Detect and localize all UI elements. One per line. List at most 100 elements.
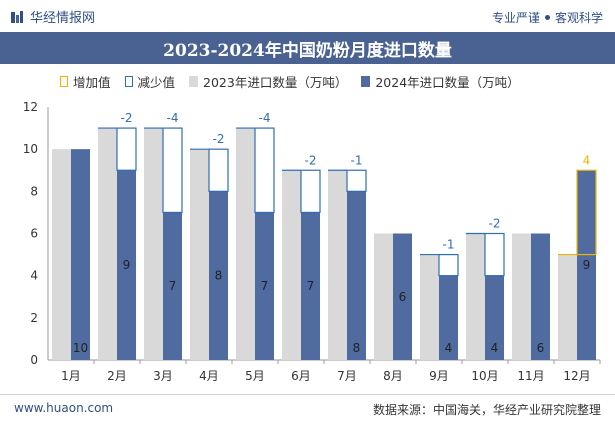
tagline-part-1: 专业严谨 [491,11,540,25]
bar-2023 [512,233,531,360]
bar-value-label: 8 [215,269,223,283]
legend-swatch-decrease [124,76,133,87]
decrease-box [438,253,459,277]
tagline: 专业严谨 客观科学 [492,9,603,26]
bar-2023 [52,149,71,360]
bar-2023 [282,170,301,360]
tagline-dot-icon [544,15,550,20]
brand-name: 华经情报网 [30,11,96,26]
bar-value-label: 6 [537,341,545,355]
bar-value-label: 9 [123,258,131,272]
legend-item-2023[interactable]: 2023年进口数量（万吨） [189,72,347,91]
bar-2023 [190,149,209,360]
bar-2024 [117,170,136,360]
legend-label-2024: 2024年进口数量（万吨） [375,75,520,90]
decrease-box [484,232,505,277]
chart-title: 2023-2024年中国奶粉月度进口数量 [163,40,452,61]
x-tick-label: 2月 [107,369,127,383]
legend-label-2023: 2023年进口数量（万吨） [203,75,348,90]
decrease-box [208,148,229,192]
legend-swatch-increase [60,76,68,87]
x-tick-label: 12月 [563,369,590,383]
y-tick-label: 2 [30,311,38,325]
bar-value-label: 4 [491,341,499,355]
legend-item-increase[interactable]: 增加值 [60,72,111,91]
decrease-box [116,127,137,171]
bar-value-label: 10 [73,341,88,355]
change-label: -4 [259,111,271,125]
bar-2023 [236,128,255,360]
bar-2024 [301,212,320,360]
increase-box [576,169,597,256]
tagline-part-2: 客观科学 [554,11,603,25]
bar-value-label: 7 [261,279,269,293]
bar-2024 [163,212,182,360]
title-band: 2023-2024年中国奶粉月度进口数量 [0,32,615,64]
bar-2023 [558,254,577,360]
x-tick-label: 5月 [245,369,265,383]
x-tick-label: 7月 [337,369,357,383]
decrease-box [162,127,183,214]
change-label: -2 [213,132,225,146]
change-label: -2 [305,153,317,167]
change-label: -4 [167,111,179,125]
legend-swatch-2023 [189,76,199,87]
bar-2024 [577,170,596,360]
x-tick-label: 3月 [153,369,173,383]
legend-swatch-2024 [361,76,371,87]
footer-divider [0,394,615,395]
y-tick-label: 0 [30,353,38,367]
x-tick-label: 6月 [291,369,311,383]
bar-value-label: 4 [445,341,453,355]
change-label: -2 [121,111,133,125]
y-tick-label: 10 [23,142,38,156]
brand-logo-icon [11,10,23,23]
x-tick-label: 4月 [199,369,219,383]
bar-2023 [466,233,485,360]
bar-2023 [328,170,347,360]
bar-value-label: 8 [353,341,361,355]
bar-2024 [531,233,550,360]
y-tick-label: 4 [30,269,38,283]
legend-label-decrease: 减少值 [137,75,176,90]
y-tick-label: 6 [30,227,38,241]
bar-value-label: 9 [583,258,591,272]
bar-value-label: 6 [399,290,407,304]
x-tick-label: 9月 [429,369,449,383]
decrease-box [300,169,321,214]
x-tick-label: 11月 [517,369,544,383]
footer-source: 数据来源：中国海关，华经产业研究院整理 [372,403,601,417]
decrease-box [254,127,275,214]
brand[interactable]: 华经情报网 [10,7,95,26]
bar-2024 [209,191,228,360]
bar-2024 [347,191,366,360]
x-tick-label: 8月 [383,369,403,383]
y-tick-label: 12 [23,100,38,114]
chart-legend: 增加值 减少值 2023年进口数量（万吨） 2024年进口数量（万吨） [60,72,520,91]
legend-label-increase: 增加值 [73,75,111,90]
x-tick-label: 10月 [471,369,498,383]
change-label: -2 [489,217,501,231]
footer-website[interactable]: www.huaon.com [14,401,114,415]
bar-2023 [374,233,393,360]
legend-item-decrease[interactable]: 减少值 [124,72,176,91]
bar-2023 [98,128,117,360]
bar-2024 [255,212,274,360]
bar-value-label: 7 [307,279,315,293]
change-label: -1 [443,238,455,252]
bar-2024 [71,149,90,360]
legend-item-2024[interactable]: 2024年进口数量（万吨） [361,72,520,91]
bar-value-label: 7 [169,279,177,293]
bar-2024 [485,275,504,360]
bar-2023 [420,254,439,360]
change-label: -1 [351,153,363,167]
x-tick-label: 1月 [61,369,81,383]
bar-2024 [393,233,412,360]
change-label: 4 [583,153,591,167]
y-tick-label: 8 [30,184,38,198]
decrease-box [346,169,367,192]
bar-2024 [439,275,458,360]
top-bar: 华经情报网 专业严谨 客观科学 [0,0,615,32]
bar-2023 [144,128,163,360]
